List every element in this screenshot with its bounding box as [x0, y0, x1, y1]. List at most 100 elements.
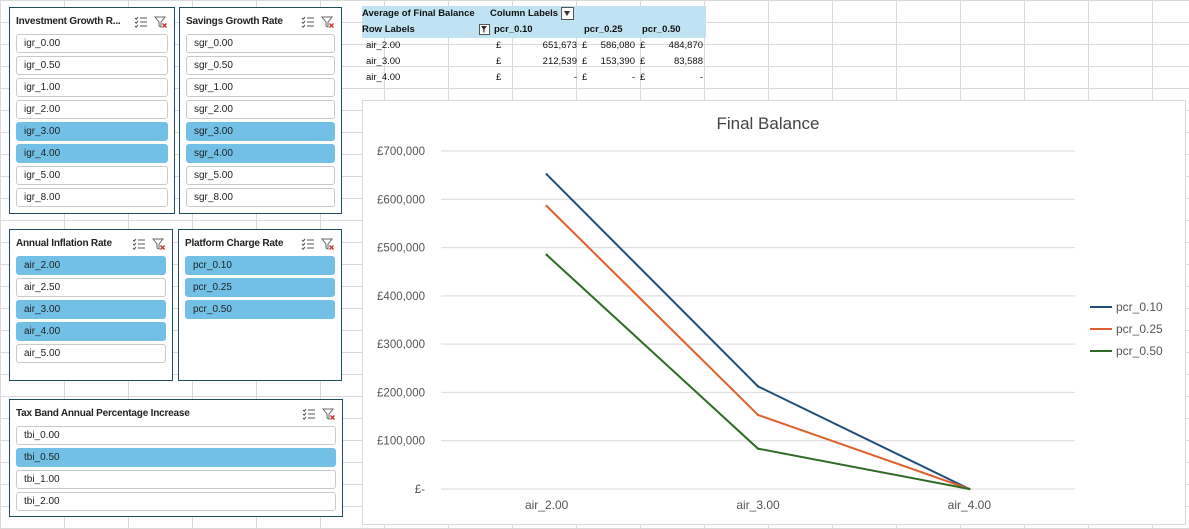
slicer-item-igr-4-00[interactable]: igr_4.00 — [16, 144, 168, 163]
pivot-column-header: pcr_0.10 — [490, 22, 580, 38]
multi-select-icon[interactable] — [301, 15, 315, 28]
pivot-cell-value: 651,673 — [542, 40, 577, 51]
slicer-item-tbi-0-50[interactable]: tbi_0.50 — [16, 448, 336, 467]
pivot-cell-value: 212,539 — [542, 56, 577, 67]
y-tick-label: £400,000 — [377, 291, 425, 303]
slicer-item-igr-1-00[interactable]: igr_1.00 — [16, 78, 168, 97]
slicer-items: air_2.00 air_2.50 air_3.00 air_4.00 air_5.00 — [16, 256, 166, 366]
column-labels-text: Column Labels — [490, 8, 559, 19]
legend-label: pcr_0.25 — [1116, 322, 1163, 336]
slicer-items: sgr_0.00 sgr_0.50 sgr_1.00 sgr_2.00 sgr_3.00… — [186, 34, 335, 210]
slicer-item-air-3-00[interactable]: air_3.00 — [16, 300, 166, 319]
slicer-item-pcr-0-50[interactable]: pcr_0.50 — [185, 300, 335, 319]
y-tick-label: £200,000 — [377, 387, 425, 399]
slicer-item-air-5-00[interactable]: air_5.00 — [16, 344, 166, 363]
slicer-title: Tax Band Annual Percentage Increase — [16, 407, 190, 419]
multi-select-icon[interactable] — [132, 237, 146, 250]
slicer-item-sgr-0-50[interactable]: sgr_0.50 — [186, 56, 335, 75]
data-point — [756, 413, 760, 417]
slicer-item-igr-8-00[interactable]: igr_8.00 — [16, 188, 168, 207]
slicer-title: Savings Growth Rate — [186, 15, 283, 27]
pivot-cell-currency: £ — [496, 72, 502, 83]
pivot-row-label: air_4.00 — [366, 72, 401, 83]
slicer-item-sgr-1-00[interactable]: sgr_1.00 — [186, 78, 335, 97]
clear-filter-icon[interactable] — [320, 15, 335, 28]
slicer-item-pcr-0-10[interactable]: pcr_0.10 — [185, 256, 335, 275]
pivot-cell-value: - — [573, 72, 577, 83]
data-point — [968, 487, 971, 491]
series-line-pcr_0-50 — [545, 254, 970, 490]
chart-canvas: Final Balance £- £100,000 £200,000 £300,000 £… — [377, 114, 1163, 512]
y-tick-label: £600,000 — [377, 194, 425, 206]
series-line-pcr_0-25 — [545, 205, 970, 490]
clear-filter-icon[interactable] — [321, 407, 336, 420]
slicer-item-pcr-0-25[interactable]: pcr_0.25 — [185, 278, 335, 297]
pivot-cell-currency: £ — [640, 56, 646, 67]
column-filter-dropdown-icon[interactable] — [561, 6, 575, 20]
clear-filter-icon[interactable] — [320, 237, 335, 250]
slicer-header: Annual Inflation Rate — [16, 234, 166, 252]
series-line-pcr_0-10 — [545, 173, 970, 490]
pivot-cell-currency: £ — [496, 40, 502, 51]
slicer-item-tbi-2-00[interactable]: tbi_2.00 — [16, 492, 336, 511]
pivot-cell-value: 484,870 — [668, 40, 703, 51]
pivot-cell-currency: £ — [582, 56, 588, 67]
pivot-cell-value: 153,390 — [600, 56, 635, 67]
slicer-tax-band-increase: Tax Band Annual Percentage Increase tbi_0… — [9, 399, 343, 517]
data-point — [545, 173, 548, 176]
pivot-cell-value: - — [631, 72, 635, 83]
pivot-cell-currency: £ — [640, 72, 646, 83]
slicer-title: Annual Inflation Rate — [16, 237, 112, 249]
pivot-cell-currency: £ — [640, 40, 646, 51]
slicer-item-sgr-0-00[interactable]: sgr_0.00 — [186, 34, 335, 53]
pivot-column-labels[interactable]: Column Labels — [490, 6, 706, 22]
slicer-item-tbi-0-00[interactable]: tbi_0.00 — [16, 426, 336, 445]
x-tick-label: air_2.00 — [525, 498, 569, 512]
y-tick-label: £300,000 — [377, 339, 425, 351]
slicer-item-sgr-5-00[interactable]: sgr_5.00 — [186, 166, 335, 185]
slicer-item-igr-5-00[interactable]: igr_5.00 — [16, 166, 168, 185]
pivot-column-header: pcr_0.25 — [580, 22, 638, 38]
final-balance-chart[interactable]: Final Balance £- £100,000 £200,000 £300,000 £… — [362, 100, 1186, 525]
slicer-header: Tax Band Annual Percentage Increase — [16, 404, 336, 422]
slicer-items: tbi_0.00 tbi_0.50 tbi_1.00 tbi_2.00 — [16, 426, 336, 514]
y-tick-label: £500,000 — [377, 243, 425, 255]
y-tick-label: £100,000 — [377, 436, 425, 448]
pivot-row-label: air_3.00 — [366, 56, 401, 67]
slicer-savings-growth-rate: Savings Growth Rate sgr_0.00 sgr_0.50 sgr_1… — [179, 7, 342, 214]
slicer-items: igr_0.00 igr_0.50 igr_1.00 igr_2.00 igr_3.00… — [16, 34, 168, 210]
slicer-investment-growth-rate: Investment Growth R... igr_0.00 igr_0.50 ig… — [9, 7, 175, 214]
slicer-item-igr-3-00[interactable]: igr_3.00 — [16, 122, 168, 141]
legend-label: pcr_0.10 — [1116, 300, 1163, 314]
slicer-item-sgr-4-00[interactable]: sgr_4.00 — [186, 144, 335, 163]
row-filter-active-icon[interactable] — [479, 24, 490, 35]
multi-select-icon[interactable] — [301, 237, 315, 250]
slicer-item-air-4-00[interactable]: air_4.00 — [16, 322, 166, 341]
slicer-item-sgr-3-00[interactable]: sgr_3.00 — [186, 122, 335, 141]
pivot-cell-currency: £ — [582, 40, 588, 51]
clear-filter-icon[interactable] — [153, 15, 168, 28]
y-tick-label: £700,000 — [377, 146, 425, 158]
clear-filter-icon[interactable] — [151, 237, 166, 250]
slicer-item-air-2-00[interactable]: air_2.00 — [16, 256, 166, 275]
slicer-item-igr-0-50[interactable]: igr_0.50 — [16, 56, 168, 75]
pivot-row-labels[interactable]: Row Labels — [362, 22, 490, 38]
slicer-item-igr-2-00[interactable]: igr_2.00 — [16, 100, 168, 119]
slicer-item-sgr-8-00[interactable]: sgr_8.00 — [186, 188, 335, 207]
legend-label: pcr_0.50 — [1116, 344, 1163, 358]
pivot-cell-value: 83,588 — [673, 56, 703, 67]
slicer-annual-inflation-rate: Annual Inflation Rate air_2.00 air_2.50 air… — [9, 229, 173, 381]
slicer-item-tbi-1-00[interactable]: tbi_1.00 — [16, 470, 336, 489]
slicer-item-sgr-2-00[interactable]: sgr_2.00 — [186, 100, 335, 119]
x-tick-label: air_4.00 — [948, 498, 992, 512]
slicer-item-air-2-50[interactable]: air_2.50 — [16, 278, 166, 297]
pivot-cell-value: - — [699, 72, 703, 83]
data-point — [756, 385, 760, 388]
slicer-title: Platform Charge Rate — [185, 237, 284, 249]
slicer-header: Investment Growth R... — [16, 12, 168, 30]
multi-select-icon[interactable] — [302, 407, 316, 420]
chart-title: Final Balance — [716, 114, 819, 133]
multi-select-icon[interactable] — [134, 15, 148, 28]
slicer-item-igr-0-00[interactable]: igr_0.00 — [16, 34, 168, 53]
slicer-platform-charge-rate: Platform Charge Rate pcr_0.10 pcr_0.25 pcr_… — [178, 229, 342, 381]
